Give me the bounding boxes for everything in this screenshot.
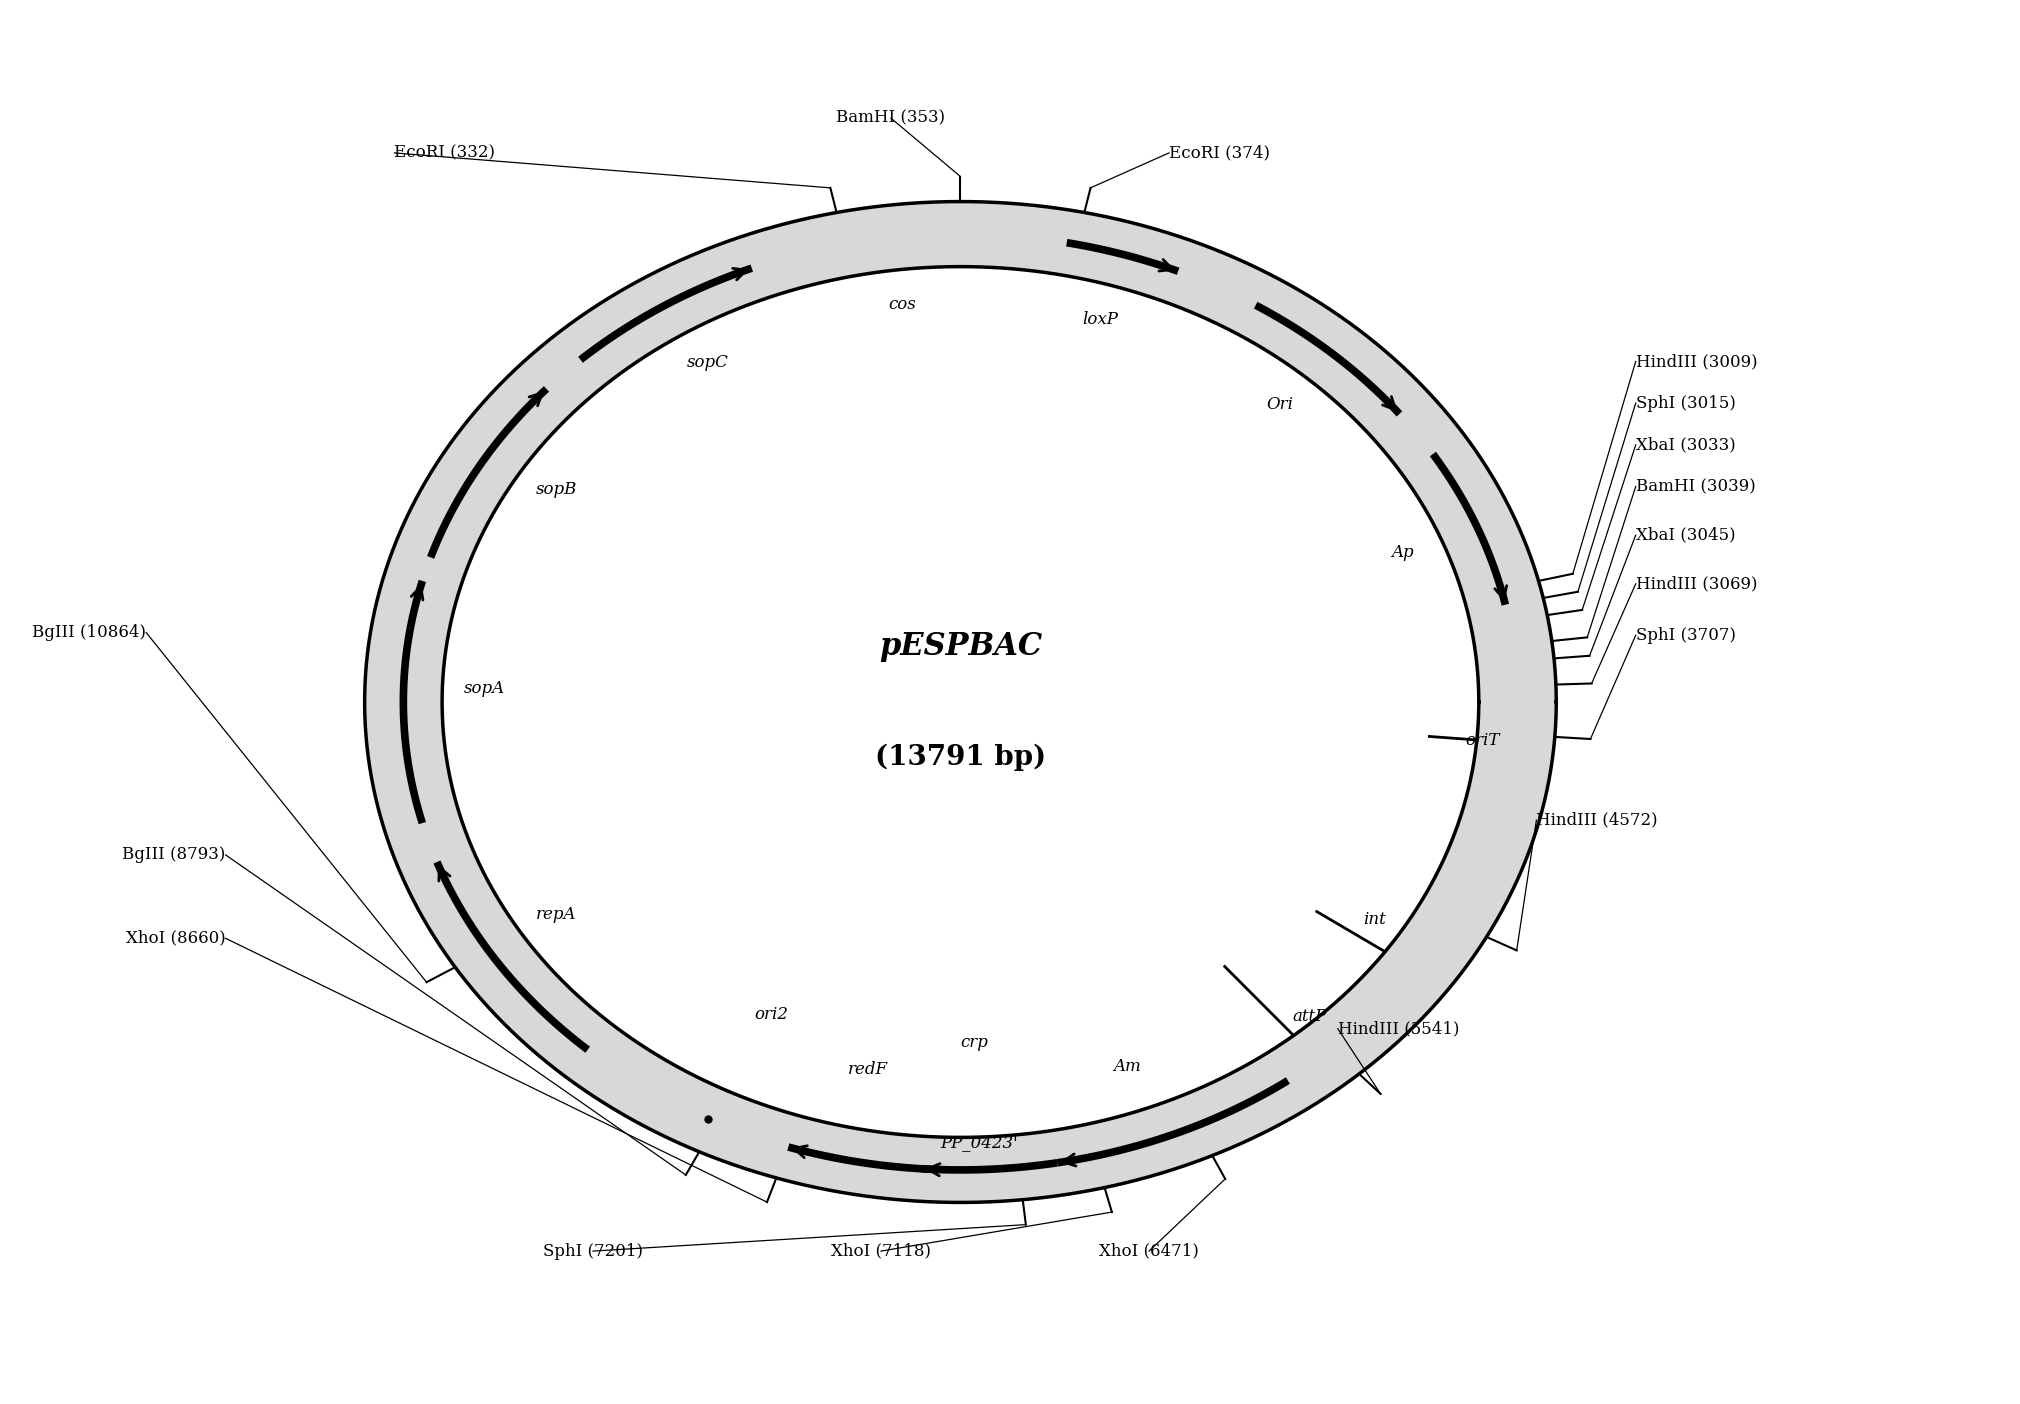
Text: XbaI (3033): XbaI (3033) [1636, 437, 1735, 453]
Text: sopC: sopC [687, 354, 729, 371]
Text: EcoRI (332): EcoRI (332) [394, 145, 495, 161]
Text: Am: Am [1113, 1059, 1141, 1075]
Text: redF: redF [848, 1060, 887, 1078]
Polygon shape [366, 202, 1555, 1202]
Text: BgIII (10864): BgIII (10864) [32, 623, 145, 642]
Text: EcoRI (374): EcoRI (374) [1170, 145, 1271, 161]
Text: XhoI (6471): XhoI (6471) [1099, 1243, 1200, 1259]
Text: BgIII (8793): BgIII (8793) [123, 847, 226, 863]
Text: ori2: ori2 [753, 1005, 788, 1022]
Text: HindIII (5541): HindIII (5541) [1337, 1021, 1458, 1038]
Text: loxP: loxP [1083, 310, 1117, 327]
Text: BamHI (3039): BamHI (3039) [1636, 477, 1755, 496]
Text: SphI (3015): SphI (3015) [1636, 395, 1735, 411]
Text: sopA: sopA [463, 680, 505, 696]
Text: repA: repA [535, 906, 576, 922]
Text: crp: crp [962, 1033, 988, 1050]
Text: Ori: Ori [1267, 396, 1293, 413]
Text: SphI (7201): SphI (7201) [543, 1243, 642, 1259]
Text: BamHI (353): BamHI (353) [836, 110, 945, 126]
Text: attP: attP [1293, 1008, 1327, 1025]
Text: (13791 bp): (13791 bp) [875, 744, 1046, 771]
Text: pESPBAC: pESPBAC [879, 630, 1042, 661]
Text: cos: cos [889, 296, 917, 313]
Text: HindIII (4572): HindIII (4572) [1537, 812, 1658, 828]
Text: XbaI (3045): XbaI (3045) [1636, 526, 1735, 543]
Text: Ap: Ap [1392, 543, 1414, 560]
Text: XhoI (7118): XhoI (7118) [830, 1243, 931, 1259]
Text: int: int [1364, 911, 1386, 928]
Text: sopB: sopB [535, 482, 578, 498]
Text: SphI (3707): SphI (3707) [1636, 626, 1735, 644]
Text: XhoI (8660): XhoI (8660) [125, 929, 226, 946]
Text: PP_0423': PP_0423' [939, 1133, 1018, 1151]
Text: HindIII (3009): HindIII (3009) [1636, 352, 1757, 369]
Text: HindIII (3069): HindIII (3069) [1636, 576, 1757, 592]
Text: oriT: oriT [1467, 731, 1501, 748]
